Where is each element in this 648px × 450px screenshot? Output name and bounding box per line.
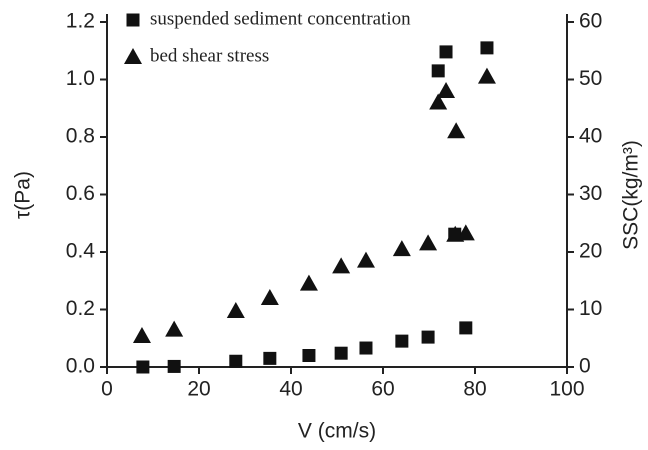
x-tick-label: 60 xyxy=(371,378,394,401)
y-tick-label: 0.4 xyxy=(66,240,96,263)
x-tick-label: 20 xyxy=(187,378,210,401)
point xyxy=(226,301,245,318)
y2-axis-label: SSC(kg/m³) xyxy=(620,140,643,250)
axis-frame xyxy=(106,14,568,368)
y2-tick-label: 10 xyxy=(579,297,602,320)
point xyxy=(429,93,448,110)
point xyxy=(421,330,435,344)
y-tick-label: 0.0 xyxy=(66,355,95,378)
y2-tick-label: 50 xyxy=(579,67,602,90)
point xyxy=(477,67,496,84)
y2-tick-label: 20 xyxy=(579,240,602,263)
legend-marker xyxy=(124,48,142,64)
point xyxy=(439,45,453,59)
x-tick-label: 40 xyxy=(279,378,302,401)
y2-tick-label: 30 xyxy=(579,182,602,205)
point xyxy=(459,321,473,335)
point xyxy=(480,41,494,55)
point xyxy=(456,224,475,241)
point xyxy=(299,274,318,291)
point xyxy=(302,349,316,362)
point xyxy=(136,360,150,374)
point xyxy=(359,341,373,355)
point xyxy=(395,334,409,348)
point xyxy=(447,122,466,139)
y-axis-label: τ(Pa) xyxy=(12,171,35,219)
x-tick-label: 80 xyxy=(463,378,486,401)
y-tick-label: 1.2 xyxy=(66,10,95,33)
x-tick-label: 100 xyxy=(549,378,584,401)
y2-tick-label: 0 xyxy=(579,355,591,378)
point xyxy=(392,240,411,257)
y-tick-label: 1.0 xyxy=(66,67,95,90)
y-tick-label: 0.6 xyxy=(66,182,95,205)
x-tick-label: 0 xyxy=(101,378,113,401)
point xyxy=(437,82,456,98)
point xyxy=(356,251,375,268)
legend-marker xyxy=(126,13,140,27)
point xyxy=(332,257,351,274)
y2-tick-label: 60 xyxy=(579,10,602,33)
point xyxy=(260,289,279,305)
point xyxy=(132,326,151,343)
point xyxy=(229,354,243,368)
point xyxy=(167,359,181,373)
point xyxy=(263,351,277,365)
point xyxy=(334,346,348,360)
point xyxy=(165,320,184,337)
legend-label: bed shear stress xyxy=(150,45,269,66)
x-axis-label: V (cm/s) xyxy=(298,420,376,443)
point xyxy=(419,234,438,251)
y-tick-label: 0.8 xyxy=(66,125,95,148)
y-tick-label: 0.2 xyxy=(66,297,95,320)
legend-label: suspended sediment concentration xyxy=(150,8,411,29)
point xyxy=(431,64,445,78)
y2-tick-label: 40 xyxy=(579,125,602,148)
